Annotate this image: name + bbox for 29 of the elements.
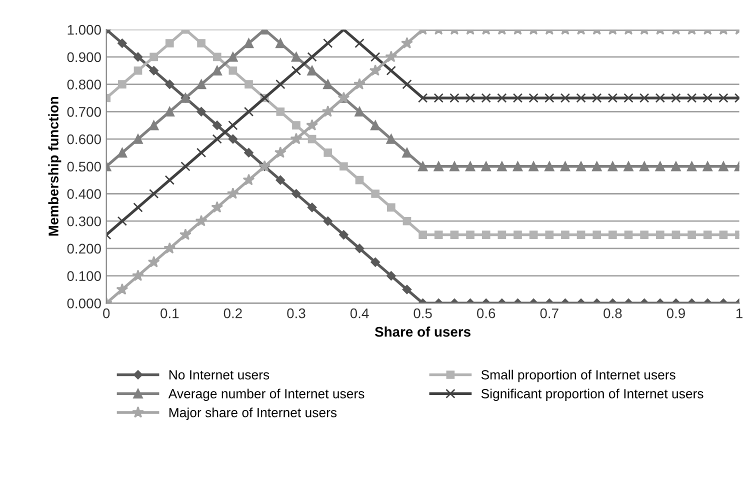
x-tick-label: 0.2 xyxy=(224,308,242,318)
y-tick-label: 0.300 xyxy=(67,216,101,226)
x-tick-label: 0.9 xyxy=(666,308,685,318)
y-tick-label: 0.800 xyxy=(67,80,101,90)
x-tick-label: 1 xyxy=(736,308,742,318)
y-tick-label: 0.600 xyxy=(67,134,101,144)
y-axis-title: Membership function xyxy=(48,97,62,236)
y-tick-label: 0.200 xyxy=(67,244,101,254)
legend-label: Significant proportion of Internet users xyxy=(481,388,704,401)
x-tick-label: 0.7 xyxy=(540,308,558,318)
legend-label: No Internet users xyxy=(169,370,270,380)
x-tick-label: 0 xyxy=(103,308,110,318)
x-tick-label: 0.6 xyxy=(476,308,496,318)
y-tick-label: 0.500 xyxy=(67,162,101,172)
x-tick-label: 0.4 xyxy=(350,308,369,318)
y-tick-label: 0.400 xyxy=(67,189,101,199)
y-tick-label: 1.000 xyxy=(68,24,101,35)
x-tick-label: 0.8 xyxy=(604,308,622,318)
legend-label: Major share of Internet users xyxy=(169,408,337,420)
x-axis-title: Share of users xyxy=(374,326,470,337)
y-tick-label: 0.100 xyxy=(67,271,101,282)
legend-label: Small proportion of Internet users xyxy=(481,370,676,382)
y-tick-label: 0.900 xyxy=(67,52,101,62)
x-tick-label: 0.3 xyxy=(287,308,306,318)
x-tick-label: 0.5 xyxy=(414,308,432,318)
legend-label: Average number of Internet users xyxy=(168,388,364,401)
y-tick-label: 0.700 xyxy=(67,107,101,117)
y-tick-label: 0.000 xyxy=(67,298,101,308)
x-tick-label: 0.1 xyxy=(160,308,179,318)
